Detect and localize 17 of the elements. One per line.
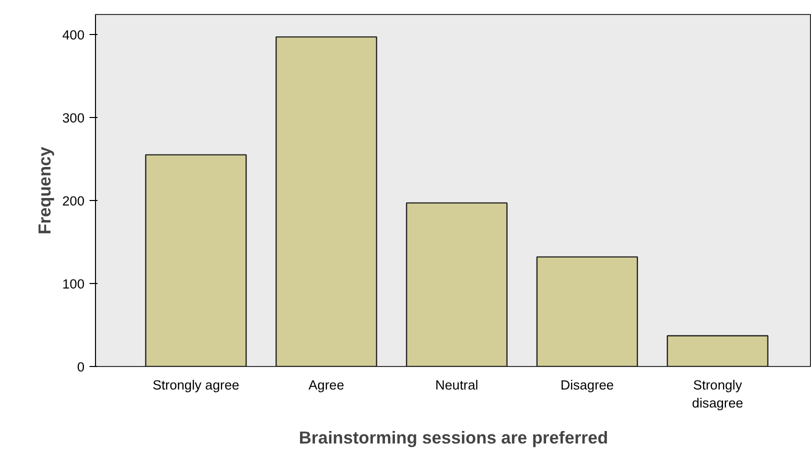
bar — [536, 256, 638, 366]
bar — [666, 335, 768, 366]
x-tick-label: Strongly disagree — [692, 378, 744, 410]
bar — [145, 154, 247, 366]
x-tick-label: Neutral — [435, 378, 478, 392]
y-tick-label: 100 — [62, 276, 85, 292]
y-tick-label: 0 — [77, 360, 85, 374]
bar — [276, 36, 378, 366]
y-tick-label: 200 — [62, 193, 85, 208]
bar — [406, 202, 508, 366]
y-tick-label: 400 — [62, 27, 85, 42]
y-tick-label: 300 — [62, 110, 85, 126]
y-axis-title: Frequency — [34, 146, 54, 234]
x-tick-label: Disagree — [560, 378, 614, 392]
x-axis-title: Brainstorming sessions are preferred — [298, 428, 608, 448]
x-tick-label: Agree — [308, 378, 344, 392]
x-tick-label: Strongly agree — [152, 378, 240, 392]
